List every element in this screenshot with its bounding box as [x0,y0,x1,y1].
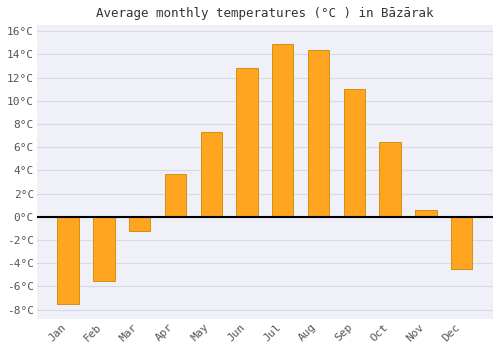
Bar [380,142,401,217]
Bar [129,217,150,231]
Title: Average monthly temperatures (°C ) in Bāzārak: Average monthly temperatures (°C ) in Bā… [96,7,434,20]
Bar [58,217,79,304]
Bar [344,89,365,217]
Bar [415,210,436,217]
Bar [272,44,293,217]
Bar [308,50,330,217]
Bar [200,132,222,217]
Bar [165,174,186,217]
Bar [451,217,472,269]
Bar [236,68,258,217]
Bar [93,217,114,281]
